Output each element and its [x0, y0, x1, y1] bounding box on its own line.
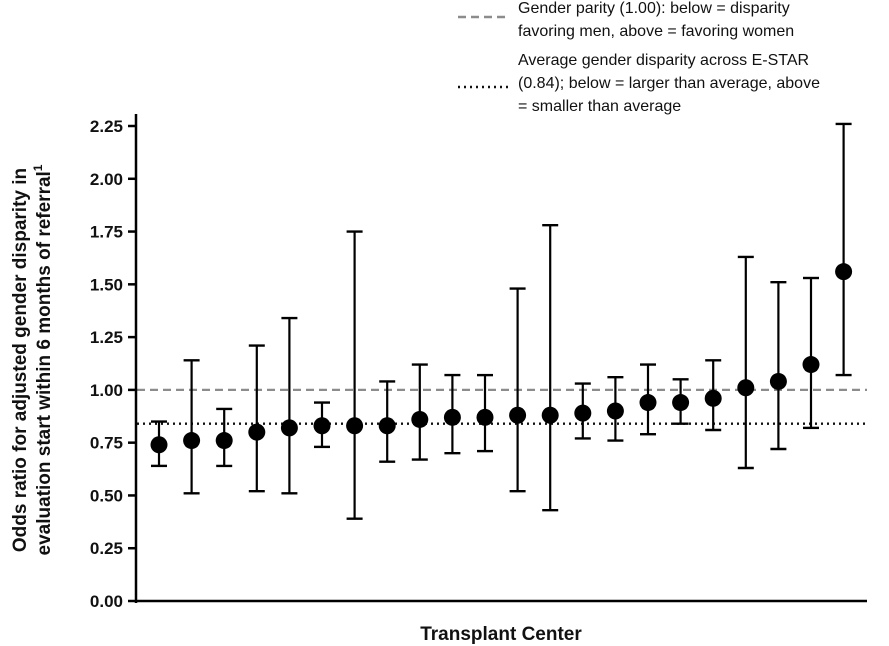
data-point-group	[313, 401, 331, 449]
y-tick-label: 0.75	[90, 434, 123, 453]
y-tick-label: 2.00	[90, 170, 123, 189]
odds-ratio-point	[150, 436, 168, 454]
odds-ratio-point	[835, 263, 853, 281]
data-point-group	[737, 255, 755, 470]
odds-ratio-point	[215, 432, 233, 450]
data-point-group	[443, 373, 461, 455]
odds-ratio-point	[183, 432, 201, 450]
y-tick-label: 0.50	[90, 486, 123, 505]
odds-ratio-point	[541, 406, 559, 424]
odds-ratio-point	[672, 394, 690, 412]
odds-ratio-point	[280, 419, 298, 437]
odds-ratio-point	[313, 417, 331, 435]
legend-label-gender-parity-line-1: Gender parity (1.00): below = disparity	[518, 0, 790, 17]
y-axis-ticks: 0.00 0.25 0.50 0.75 1.00 1.25 1.50 1.75 2.00 2.25	[90, 117, 136, 611]
y-axis-title-line-2: evaluation start within 6 months of refe…	[31, 164, 55, 555]
legend: Gender parity (1.00): below = disparity …	[458, 0, 820, 115]
y-tick-label: 2.25	[90, 117, 123, 136]
y-axis-title-line-1: Odds ratio for adjusted gender disparity…	[10, 168, 31, 552]
data-point-group	[378, 380, 396, 463]
odds-ratio-point	[606, 402, 624, 420]
odds-ratio-point	[248, 423, 266, 441]
data-point-group	[248, 344, 266, 493]
data-point-group	[769, 281, 787, 451]
data-point-group	[411, 363, 429, 461]
data-point-group	[183, 359, 201, 495]
legend-label-average-disparity-line-3: = smaller than average	[518, 98, 681, 115]
y-axis-title-line-2-text: evaluation start within 6 months of refe…	[34, 171, 55, 555]
y-tick-label: 1.50	[90, 275, 123, 294]
data-point-group	[639, 363, 657, 436]
x-axis-title: Transplant Center	[420, 624, 582, 645]
legend-label-average-disparity-line-1: Average gender disparity across E-STAR	[518, 52, 809, 69]
y-tick-label: 1.00	[90, 381, 123, 400]
data-point-group	[476, 373, 494, 453]
odds-ratio-point	[802, 356, 820, 374]
y-tick-label: 0.00	[90, 592, 123, 611]
data-point-group	[509, 287, 527, 493]
data-point-group	[150, 420, 168, 468]
y-axis-title: Odds ratio for adjusted gender disparity…	[10, 164, 55, 555]
data-point-group	[215, 407, 233, 468]
data-point-group	[606, 376, 624, 442]
odds-ratio-point	[378, 417, 396, 435]
data-series	[150, 122, 853, 520]
reference-lines	[137, 388, 867, 425]
odds-ratio-point	[574, 404, 592, 422]
y-tick-label: 1.75	[90, 223, 123, 242]
data-point-group	[672, 378, 690, 425]
legend-label-average-disparity-line-2: (0.84); below = larger than average, abo…	[518, 75, 820, 92]
legend-label-gender-parity-line-2: favoring men, above = favoring women	[518, 23, 794, 40]
odds-ratio-point	[704, 389, 722, 407]
odds-ratio-point	[346, 417, 364, 435]
data-point-group	[802, 276, 820, 430]
odds-ratio-point	[476, 408, 494, 426]
y-axis-title-superscript: 1	[31, 164, 45, 171]
odds-ratio-point	[509, 406, 527, 424]
data-point-group	[346, 230, 364, 520]
data-point-group	[835, 122, 853, 377]
odds-ratio-point	[639, 394, 657, 412]
odds-ratio-point	[769, 372, 787, 390]
y-tick-label: 1.25	[90, 328, 123, 347]
y-tick-label: 0.25	[90, 539, 123, 558]
data-point-group	[541, 224, 559, 512]
odds-ratio-point	[411, 410, 429, 428]
odds-ratio-point	[443, 408, 461, 426]
data-point-group	[280, 316, 298, 495]
data-point-group	[574, 382, 592, 440]
odds-ratio-point	[737, 379, 755, 397]
data-point-group	[704, 359, 722, 432]
